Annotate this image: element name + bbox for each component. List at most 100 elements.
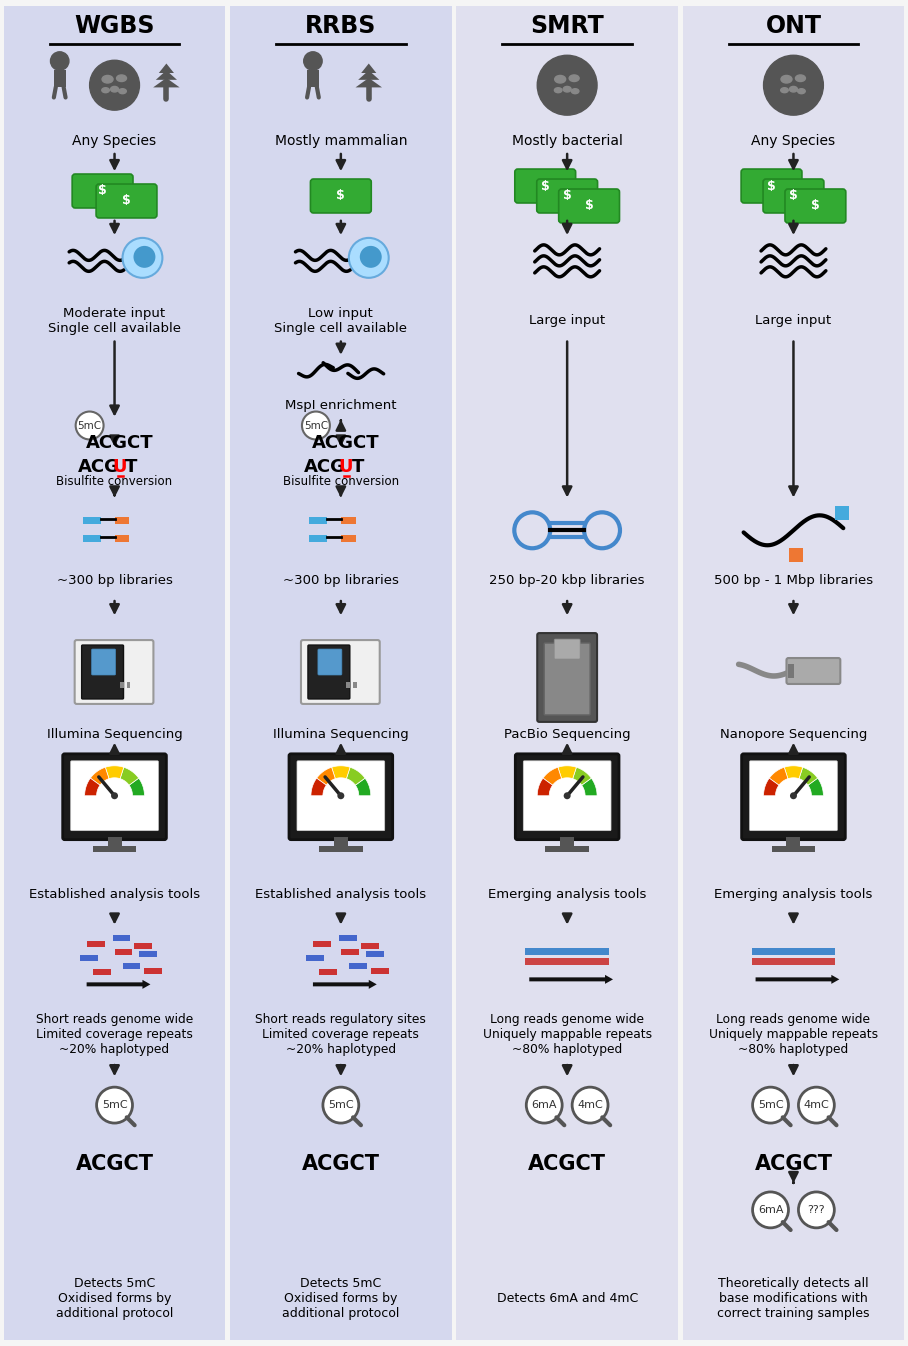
FancyBboxPatch shape	[763, 179, 824, 213]
Ellipse shape	[781, 87, 788, 93]
Bar	[370, 968, 389, 975]
Bar	[86, 941, 104, 948]
Circle shape	[51, 51, 69, 70]
Text: Mostly mammalian: Mostly mammalian	[274, 135, 407, 148]
Polygon shape	[785, 766, 803, 779]
Bar	[93, 845, 136, 852]
Text: Theoretically detects all
base modifications with
correct training samples: Theoretically detects all base modificat…	[717, 1277, 870, 1320]
Circle shape	[96, 1088, 133, 1123]
FancyBboxPatch shape	[523, 760, 611, 830]
Text: Bisulfite conversion: Bisulfite conversion	[282, 475, 399, 487]
Text: $: $	[767, 179, 776, 192]
Text: Long reads genome wide
Uniquely mappable repeats
~80% haplotyped: Long reads genome wide Uniquely mappable…	[709, 1012, 878, 1055]
Text: ONT: ONT	[765, 15, 822, 38]
Text: ACG: ACG	[304, 459, 346, 476]
Polygon shape	[129, 778, 144, 795]
Text: 5mC: 5mC	[77, 420, 102, 431]
Bar	[346, 682, 350, 688]
Text: ACGCT: ACGCT	[312, 435, 380, 452]
Text: $: $	[337, 190, 345, 202]
Text: SMRT: SMRT	[530, 15, 604, 38]
Ellipse shape	[789, 86, 797, 92]
Text: Detects 5mC
Oxidised forms by
additional protocol: Detects 5mC Oxidised forms by additional…	[282, 1277, 400, 1320]
Text: ACGCT: ACGCT	[85, 435, 153, 452]
Bar	[334, 837, 348, 849]
Circle shape	[764, 55, 824, 116]
Polygon shape	[346, 767, 365, 785]
FancyBboxPatch shape	[71, 760, 158, 830]
Bar	[83, 536, 101, 542]
FancyBboxPatch shape	[554, 639, 580, 660]
Text: ACGCT: ACGCT	[301, 1154, 380, 1174]
Text: 4mC: 4mC	[577, 1100, 603, 1110]
FancyBboxPatch shape	[537, 179, 597, 213]
Text: $: $	[123, 194, 131, 207]
Circle shape	[753, 1088, 788, 1123]
Text: Large input: Large input	[755, 314, 832, 327]
Text: PacBio Sequencing: PacBio Sequencing	[504, 728, 630, 742]
FancyBboxPatch shape	[311, 179, 371, 213]
FancyBboxPatch shape	[301, 641, 380, 704]
Bar	[113, 935, 131, 941]
Bar	[752, 949, 835, 956]
Bar	[114, 517, 130, 525]
FancyBboxPatch shape	[515, 170, 576, 203]
Bar	[752, 958, 835, 965]
Text: MspI enrichment: MspI enrichment	[285, 398, 397, 412]
Text: Detects 6mA and 4mC: Detects 6mA and 4mC	[497, 1292, 637, 1306]
Circle shape	[349, 238, 389, 277]
FancyBboxPatch shape	[297, 760, 385, 830]
Polygon shape	[153, 78, 180, 87]
Text: Detects 5mC
Oxidised forms by
additional protocol: Detects 5mC Oxidised forms by additional…	[56, 1277, 173, 1320]
Bar	[114, 949, 133, 956]
Bar	[339, 935, 357, 941]
Text: T: T	[351, 459, 364, 476]
Text: Moderate input
Single cell available: Moderate input Single cell available	[48, 307, 181, 335]
Text: $: $	[789, 190, 798, 202]
Text: RRBS: RRBS	[305, 15, 377, 38]
Ellipse shape	[555, 75, 566, 83]
Bar	[144, 968, 163, 975]
Bar	[140, 952, 157, 957]
Bar	[456, 7, 678, 1339]
Bar	[353, 682, 357, 688]
Bar	[788, 664, 794, 678]
Text: Low input
Single cell available: Low input Single cell available	[274, 307, 408, 335]
Polygon shape	[356, 78, 382, 87]
Circle shape	[75, 412, 104, 440]
Polygon shape	[799, 767, 818, 785]
Text: 5mC: 5mC	[102, 1100, 127, 1110]
Ellipse shape	[781, 75, 792, 83]
Bar	[560, 837, 574, 849]
Ellipse shape	[797, 89, 805, 94]
Polygon shape	[543, 767, 562, 785]
Circle shape	[338, 793, 344, 800]
Text: $: $	[541, 179, 549, 192]
Bar	[340, 949, 359, 956]
Circle shape	[564, 793, 570, 800]
Bar	[772, 845, 815, 852]
Text: 500 bp - 1 Mbp libraries: 500 bp - 1 Mbp libraries	[714, 573, 873, 587]
Text: Any Species: Any Species	[752, 135, 835, 148]
Polygon shape	[105, 766, 123, 779]
Bar	[319, 969, 337, 976]
Bar	[134, 944, 153, 949]
Text: ~300 bp libraries: ~300 bp libraries	[56, 573, 173, 587]
Ellipse shape	[102, 87, 109, 93]
Polygon shape	[764, 778, 779, 795]
Bar	[309, 517, 327, 525]
Text: Established analysis tools: Established analysis tools	[255, 888, 427, 900]
Bar	[789, 548, 804, 563]
Ellipse shape	[111, 86, 119, 92]
Text: Short reads regulatory sites
Limited coverage repeats
~20% haplotyped: Short reads regulatory sites Limited cov…	[255, 1012, 426, 1055]
Ellipse shape	[563, 86, 571, 92]
Text: Any Species: Any Species	[73, 135, 156, 148]
Text: U: U	[113, 459, 127, 476]
Circle shape	[538, 55, 597, 116]
FancyBboxPatch shape	[308, 645, 350, 699]
FancyArrow shape	[755, 975, 839, 984]
FancyBboxPatch shape	[750, 760, 837, 830]
FancyBboxPatch shape	[741, 170, 802, 203]
Bar	[786, 837, 801, 849]
Text: Illumina Sequencing: Illumina Sequencing	[46, 728, 183, 742]
